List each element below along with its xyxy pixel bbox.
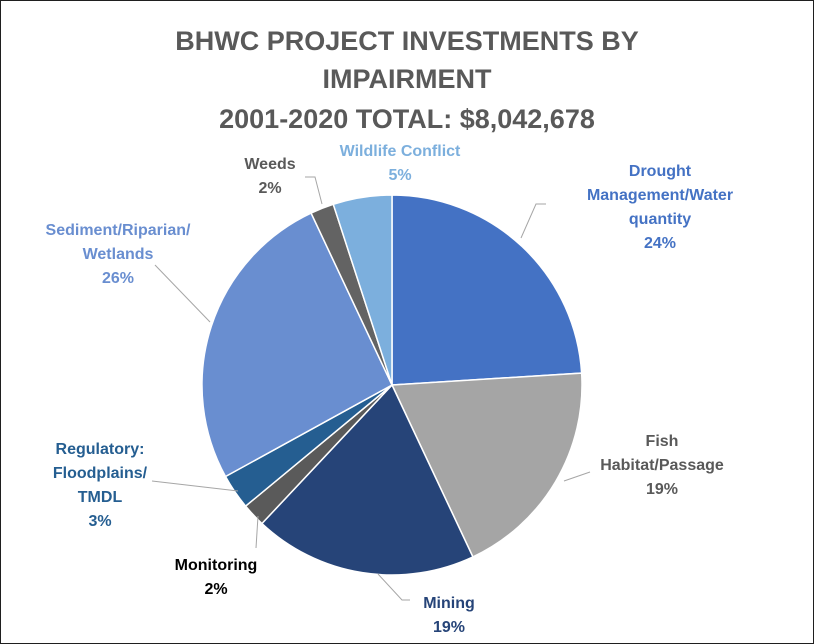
slice-percent-7: 5% bbox=[388, 167, 411, 184]
slice-label-line-3-0: Monitoring bbox=[175, 557, 258, 574]
leader-line-2 bbox=[377, 573, 410, 601]
slice-label-line-6-0: Weeds bbox=[244, 156, 295, 173]
slice-percent-5: 26% bbox=[102, 270, 134, 287]
leader-line-0 bbox=[520, 203, 546, 239]
pie-slice-7 bbox=[332, 194, 393, 386]
slice-label-line-7-0: Wildlife Conflict bbox=[340, 143, 461, 160]
leader-line-1 bbox=[563, 471, 591, 482]
leader-line-3 bbox=[255, 515, 259, 549]
leader-line-4 bbox=[151, 480, 239, 492]
slice-label-4: Regulatory: Floodplains/TMDL 3% bbox=[53, 441, 148, 530]
slice-label-line-1-0: Fish bbox=[646, 433, 679, 450]
chart-title-line-1: BHWC PROJECT INVESTMENTS BY bbox=[175, 26, 639, 56]
slice-label-line-4-0: Regulatory: bbox=[56, 441, 145, 458]
slice-label-7: Wildlife Conflict 5% bbox=[340, 143, 461, 184]
chart-title-line-3: 2001-2020 TOTAL: $8,042,678 bbox=[219, 104, 595, 134]
pie-slice-1 bbox=[390, 372, 583, 558]
slice-label-line-5-1: Wetlands bbox=[83, 246, 154, 263]
slice-label-line-0-1: Management/Water bbox=[587, 187, 733, 204]
pie-slice-5 bbox=[201, 212, 393, 478]
slice-label-line-1-1: Habitat/Passage bbox=[600, 457, 724, 474]
leader-line-5 bbox=[154, 264, 211, 323]
slice-label-line-5-0: Sediment/Riparian/ bbox=[46, 222, 191, 239]
chart-title-line-2: IMPAIRMENT bbox=[322, 64, 492, 94]
slice-percent-1: 19% bbox=[646, 481, 678, 498]
slice-percent-6: 2% bbox=[258, 180, 281, 197]
pie-slices bbox=[201, 194, 583, 576]
pie-slice-2 bbox=[260, 383, 474, 576]
slice-label-line-0-2: quantity bbox=[629, 211, 691, 228]
slice-label-line-0-0: Drought bbox=[629, 163, 692, 180]
slice-label-line-4-2: TMDL bbox=[78, 489, 123, 506]
slice-label-line-2-0: Mining bbox=[423, 595, 475, 612]
leader-line-6 bbox=[305, 176, 323, 205]
slice-label-3: Monitoring 2% bbox=[175, 557, 258, 598]
slice-label-0: Drought Management/Water quantity 24% bbox=[587, 163, 733, 252]
slice-label-line-4-1: Floodplains/ bbox=[53, 465, 148, 482]
slice-label-5: Sediment/Riparian/Wetlands 26% bbox=[46, 222, 191, 287]
slice-label-6: Weeds 2% bbox=[244, 156, 295, 197]
slice-percent-0: 24% bbox=[644, 235, 676, 252]
slice-percent-4: 3% bbox=[88, 513, 111, 530]
slice-label-2: Mining 19% bbox=[423, 595, 475, 636]
slice-label-1: Fish Habitat/Passage 19% bbox=[600, 433, 724, 498]
slice-percent-3: 2% bbox=[204, 581, 227, 598]
pie-slice-0 bbox=[391, 194, 583, 386]
slice-percent-2: 19% bbox=[433, 619, 465, 636]
